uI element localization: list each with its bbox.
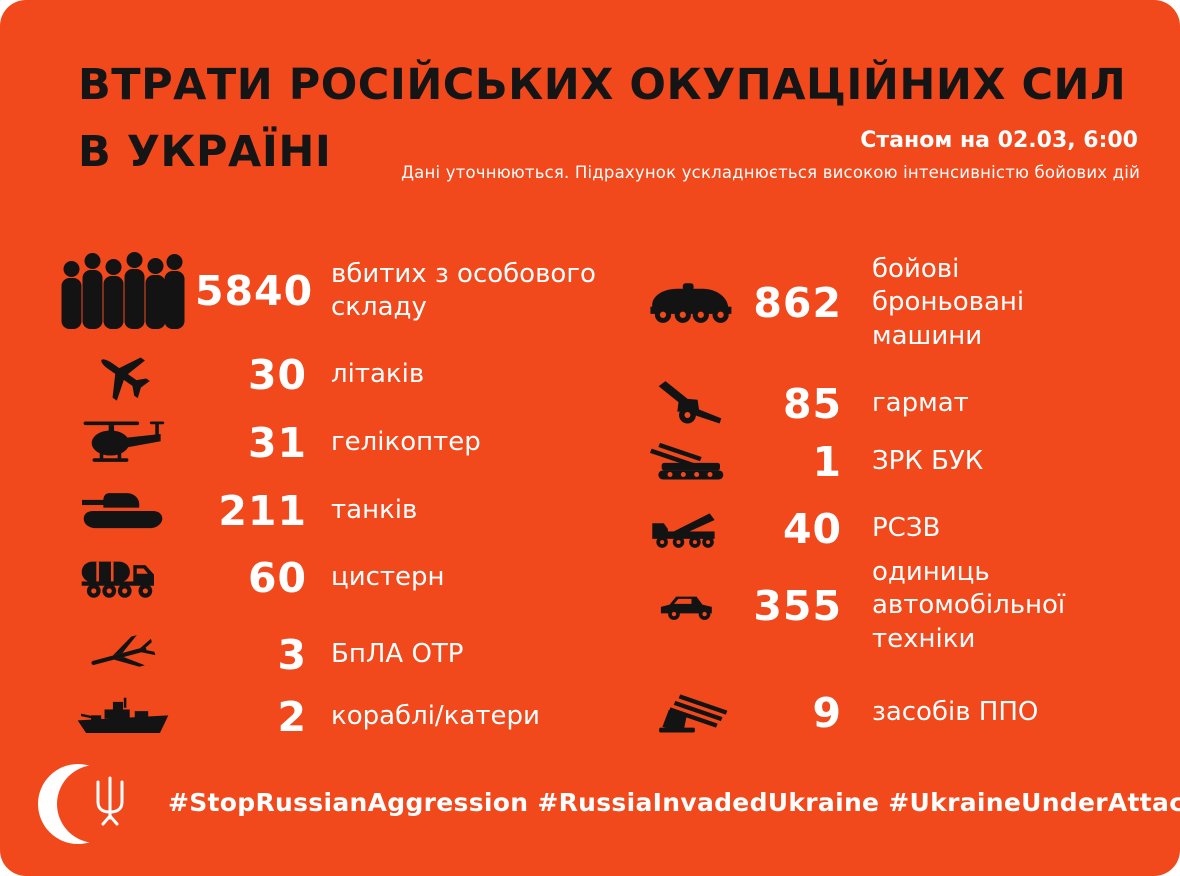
- drone-icon: [50, 635, 195, 673]
- mlrs-icon: [640, 508, 740, 550]
- stat-label: гармат: [872, 388, 969, 419]
- stat-row-personnel: 5840 вбитих з особового складу: [50, 251, 596, 331]
- stat-value: 5840: [195, 267, 314, 315]
- title-line-2: В УКРАЇНІ: [78, 126, 332, 177]
- stat-label: літаків: [331, 359, 425, 390]
- stat-label: РСЗВ: [872, 513, 941, 544]
- helicopter-icon: [50, 417, 195, 469]
- stat-row-buk-sam: 1 ЗРК БУК: [640, 438, 983, 486]
- data-disclaimer: Дані уточнюються. Підрахунок ускладнюєть…: [401, 163, 1140, 182]
- title-line-1: ВТРАТИ РОСІЙСЬКИХ ОКУПАЦІЙНИХ СИЛ: [78, 60, 1127, 110]
- tank-icon: [50, 488, 195, 534]
- stat-value: 31: [247, 419, 307, 467]
- stat-label: кораблі/катери: [331, 701, 540, 732]
- stat-label: одиниць автомобільної техніки: [872, 557, 1066, 654]
- stat-row-ships: 2 кораблі/катери: [50, 693, 540, 741]
- stat-value: 9: [812, 689, 842, 737]
- warship-icon: [50, 697, 195, 737]
- stat-value: 3: [277, 631, 307, 679]
- stat-value: 85: [782, 380, 842, 428]
- stat-label: вбитих з особового складу: [331, 258, 596, 322]
- air-defense-icon: [640, 692, 740, 734]
- buk-sam-icon: [640, 441, 740, 483]
- stat-value: 355: [753, 581, 842, 630]
- stat-value: 60: [247, 554, 307, 602]
- stat-row-helicopters: 31 гелікоптер: [50, 417, 481, 469]
- stat-label: цистерн: [331, 562, 445, 593]
- fuel-truck-icon: [50, 554, 195, 602]
- crescent-trident-logo: [36, 756, 140, 854]
- stat-row-fuel-tanks: 60 цистерн: [50, 554, 445, 602]
- stat-label: ЗРК БУК: [872, 446, 984, 477]
- trident-icon: [96, 776, 124, 826]
- hashtags: #StopRussianAggression #RussiaInvadedUkr…: [168, 788, 1180, 817]
- soldiers-icon: [50, 251, 195, 331]
- stat-row-uav: 3 БпЛА ОТР: [50, 631, 463, 679]
- stat-row-vehicles: 355 одиниць автомобільної техніки: [640, 556, 1065, 656]
- stat-label: бойові броньовані машини: [872, 254, 1025, 351]
- apc-icon: [640, 281, 740, 325]
- stat-row-artillery: 85 гармат: [640, 380, 969, 428]
- stat-row-aircraft: 30 літаків: [50, 347, 424, 403]
- stat-value: 2: [277, 693, 307, 741]
- stat-row-mlrs: 40 РСЗВ: [640, 505, 940, 553]
- page-title: ВТРАТИ РОСІЙСЬКИХ ОКУПАЦІЙНИХ СИЛ В УКРА…: [78, 52, 1126, 185]
- stat-value: 1: [812, 438, 842, 486]
- stat-label: танків: [331, 495, 418, 526]
- stat-value: 862: [753, 278, 842, 327]
- military-car-icon: [640, 589, 740, 623]
- stat-value: 211: [218, 487, 307, 535]
- stat-row-tanks: 211 танків: [50, 487, 417, 535]
- stat-label: гелікоптер: [331, 427, 481, 458]
- stat-value: 30: [247, 351, 307, 399]
- stat-row-armored-vehicles: 862 бойові броньовані машини: [640, 253, 1024, 353]
- stat-value: 40: [782, 505, 842, 553]
- timestamp: Станом на 02.03, 6:00: [860, 128, 1138, 153]
- stat-label: БпЛА ОТР: [331, 639, 464, 670]
- artillery-icon: [640, 380, 740, 428]
- stat-label: засобів ППО: [872, 697, 1039, 728]
- stat-row-air-defense: 9 засобів ППО: [640, 689, 1038, 737]
- airplane-icon: [50, 347, 195, 403]
